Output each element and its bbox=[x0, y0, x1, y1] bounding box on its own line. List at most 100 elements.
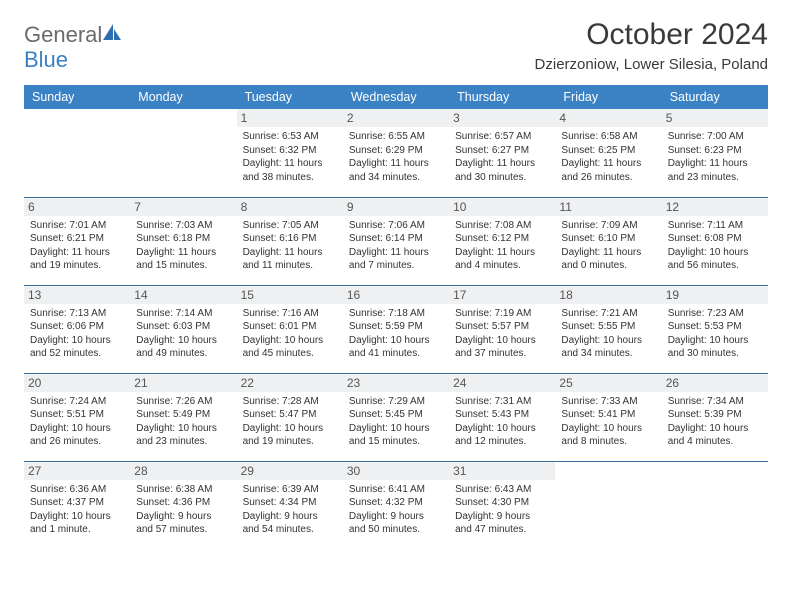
day-detail-line: Sunrise: 6:43 AM bbox=[455, 483, 549, 497]
day-detail-line: Daylight: 10 hours and 30 minutes. bbox=[668, 334, 762, 361]
day-details: Sunrise: 6:53 AMSunset: 6:32 PMDaylight:… bbox=[243, 130, 337, 184]
day-detail-line: Sunrise: 7:23 AM bbox=[668, 307, 762, 321]
day-number: 17 bbox=[449, 286, 555, 304]
weekday-header: Thursday bbox=[449, 85, 555, 109]
day-details: Sunrise: 7:18 AMSunset: 5:59 PMDaylight:… bbox=[349, 307, 443, 361]
day-detail-line: Sunrise: 7:18 AM bbox=[349, 307, 443, 321]
calendar-day-cell bbox=[24, 109, 130, 197]
calendar-day-cell: 15Sunrise: 7:16 AMSunset: 6:01 PMDayligh… bbox=[237, 285, 343, 373]
calendar-day-cell: 3Sunrise: 6:57 AMSunset: 6:27 PMDaylight… bbox=[449, 109, 555, 197]
calendar-week-row: 13Sunrise: 7:13 AMSunset: 6:06 PMDayligh… bbox=[24, 285, 768, 373]
day-detail-line: Sunset: 5:49 PM bbox=[136, 408, 230, 422]
calendar-page: General Blue October 2024 Dzierzoniow, L… bbox=[0, 0, 792, 567]
weekday-header: Friday bbox=[555, 85, 661, 109]
day-detail-line: Sunset: 6:01 PM bbox=[243, 320, 337, 334]
day-detail-line: Daylight: 11 hours and 38 minutes. bbox=[243, 157, 337, 184]
calendar-day-cell: 16Sunrise: 7:18 AMSunset: 5:59 PMDayligh… bbox=[343, 285, 449, 373]
calendar-header-row: Sunday Monday Tuesday Wednesday Thursday… bbox=[24, 85, 768, 109]
day-detail-line: Daylight: 10 hours and 49 minutes. bbox=[136, 334, 230, 361]
day-number: 15 bbox=[237, 286, 343, 304]
month-title: October 2024 bbox=[535, 18, 768, 52]
day-number: 21 bbox=[130, 374, 236, 392]
day-detail-line: Daylight: 10 hours and 4 minutes. bbox=[668, 422, 762, 449]
day-detail-line: Daylight: 11 hours and 23 minutes. bbox=[668, 157, 762, 184]
calendar-day-cell bbox=[130, 109, 236, 197]
day-number: 29 bbox=[237, 462, 343, 480]
day-detail-line: Sunrise: 7:33 AM bbox=[561, 395, 655, 409]
day-number: 3 bbox=[449, 109, 555, 127]
day-number: 23 bbox=[343, 374, 449, 392]
calendar-day-cell: 20Sunrise: 7:24 AMSunset: 5:51 PMDayligh… bbox=[24, 373, 130, 461]
location-text: Dzierzoniow, Lower Silesia, Poland bbox=[535, 56, 768, 73]
day-detail-line: Sunset: 5:55 PM bbox=[561, 320, 655, 334]
calendar-day-cell: 13Sunrise: 7:13 AMSunset: 6:06 PMDayligh… bbox=[24, 285, 130, 373]
calendar-day-cell: 19Sunrise: 7:23 AMSunset: 5:53 PMDayligh… bbox=[662, 285, 768, 373]
day-detail-line: Daylight: 9 hours and 54 minutes. bbox=[243, 510, 337, 537]
weekday-header: Saturday bbox=[662, 85, 768, 109]
day-details: Sunrise: 7:24 AMSunset: 5:51 PMDaylight:… bbox=[30, 395, 124, 449]
calendar-day-cell: 9Sunrise: 7:06 AMSunset: 6:14 PMDaylight… bbox=[343, 197, 449, 285]
day-detail-line: Sunrise: 7:01 AM bbox=[30, 219, 124, 233]
day-detail-line: Sunrise: 7:11 AM bbox=[668, 219, 762, 233]
day-detail-line: Daylight: 11 hours and 19 minutes. bbox=[30, 246, 124, 273]
day-detail-line: Sunset: 5:59 PM bbox=[349, 320, 443, 334]
calendar-day-cell: 21Sunrise: 7:26 AMSunset: 5:49 PMDayligh… bbox=[130, 373, 236, 461]
day-detail-line: Sunset: 5:41 PM bbox=[561, 408, 655, 422]
day-detail-line: Sunset: 6:06 PM bbox=[30, 320, 124, 334]
day-detail-line: Sunset: 4:34 PM bbox=[243, 496, 337, 510]
day-detail-line: Sunset: 6:10 PM bbox=[561, 232, 655, 246]
calendar-day-cell: 11Sunrise: 7:09 AMSunset: 6:10 PMDayligh… bbox=[555, 197, 661, 285]
day-number: 25 bbox=[555, 374, 661, 392]
day-details: Sunrise: 7:01 AMSunset: 6:21 PMDaylight:… bbox=[30, 219, 124, 273]
day-detail-line: Sunset: 4:36 PM bbox=[136, 496, 230, 510]
calendar-day-cell: 6Sunrise: 7:01 AMSunset: 6:21 PMDaylight… bbox=[24, 197, 130, 285]
day-detail-line: Sunrise: 7:00 AM bbox=[668, 130, 762, 144]
calendar-day-cell bbox=[662, 461, 768, 549]
day-number: 8 bbox=[237, 198, 343, 216]
day-detail-line: Sunset: 5:39 PM bbox=[668, 408, 762, 422]
day-detail-line: Sunrise: 6:55 AM bbox=[349, 130, 443, 144]
day-number: 27 bbox=[24, 462, 130, 480]
calendar-day-cell bbox=[555, 461, 661, 549]
day-number: 31 bbox=[449, 462, 555, 480]
day-details: Sunrise: 7:03 AMSunset: 6:18 PMDaylight:… bbox=[136, 219, 230, 273]
day-detail-line: Daylight: 11 hours and 7 minutes. bbox=[349, 246, 443, 273]
calendar-day-cell: 5Sunrise: 7:00 AMSunset: 6:23 PMDaylight… bbox=[662, 109, 768, 197]
calendar-day-cell: 26Sunrise: 7:34 AMSunset: 5:39 PMDayligh… bbox=[662, 373, 768, 461]
day-details: Sunrise: 6:41 AMSunset: 4:32 PMDaylight:… bbox=[349, 483, 443, 537]
day-detail-line: Daylight: 10 hours and 34 minutes. bbox=[561, 334, 655, 361]
day-detail-line: Sunset: 5:45 PM bbox=[349, 408, 443, 422]
day-details: Sunrise: 7:13 AMSunset: 6:06 PMDaylight:… bbox=[30, 307, 124, 361]
day-number: 7 bbox=[130, 198, 236, 216]
day-detail-line: Sunrise: 6:39 AM bbox=[243, 483, 337, 497]
day-detail-line: Daylight: 11 hours and 34 minutes. bbox=[349, 157, 443, 184]
day-details: Sunrise: 7:06 AMSunset: 6:14 PMDaylight:… bbox=[349, 219, 443, 273]
day-detail-line: Sunrise: 6:38 AM bbox=[136, 483, 230, 497]
day-details: Sunrise: 7:21 AMSunset: 5:55 PMDaylight:… bbox=[561, 307, 655, 361]
day-detail-line: Daylight: 9 hours and 50 minutes. bbox=[349, 510, 443, 537]
page-header: General Blue October 2024 Dzierzoniow, L… bbox=[24, 18, 768, 73]
calendar-day-cell: 7 Sunrise: 7:03 AMSunset: 6:18 PMDaylight… bbox=[130, 197, 236, 285]
day-detail-line: Sunset: 6:29 PM bbox=[349, 144, 443, 158]
day-detail-line: Sunrise: 7:24 AM bbox=[30, 395, 124, 409]
day-detail-line: Daylight: 10 hours and 37 minutes. bbox=[455, 334, 549, 361]
day-detail-line: Sunrise: 7:28 AM bbox=[243, 395, 337, 409]
day-details: Sunrise: 7:29 AMSunset: 5:45 PMDaylight:… bbox=[349, 395, 443, 449]
day-detail-line: Sunset: 6:03 PM bbox=[136, 320, 230, 334]
day-detail-line: Sunrise: 7:19 AM bbox=[455, 307, 549, 321]
day-number: 26 bbox=[662, 374, 768, 392]
calendar-day-cell: 24Sunrise: 7:31 AMSunset: 5:43 PMDayligh… bbox=[449, 373, 555, 461]
weekday-header: Monday bbox=[130, 85, 236, 109]
calendar-day-cell: 22Sunrise: 7:28 AMSunset: 5:47 PMDayligh… bbox=[237, 373, 343, 461]
day-detail-line: Sunrise: 7:13 AM bbox=[30, 307, 124, 321]
day-detail-line: Sunrise: 6:36 AM bbox=[30, 483, 124, 497]
calendar-day-cell: 4Sunrise: 6:58 AMSunset: 6:25 PMDaylight… bbox=[555, 109, 661, 197]
calendar-day-cell: 8 Sunrise: 7:05 AMSunset: 6:16 PMDaylight… bbox=[237, 197, 343, 285]
calendar-day-cell: 25Sunrise: 7:33 AMSunset: 5:41 PMDayligh… bbox=[555, 373, 661, 461]
calendar-day-cell: 28Sunrise: 6:38 AMSunset: 4:36 PMDayligh… bbox=[130, 461, 236, 549]
day-detail-line: Sunset: 6:23 PM bbox=[668, 144, 762, 158]
day-details: Sunrise: 7:31 AMSunset: 5:43 PMDaylight:… bbox=[455, 395, 549, 449]
calendar-day-cell: 12Sunrise: 7:11 AMSunset: 6:08 PMDayligh… bbox=[662, 197, 768, 285]
calendar-week-row: 6Sunrise: 7:01 AMSunset: 6:21 PMDaylight… bbox=[24, 197, 768, 285]
day-details: Sunrise: 7:05 AMSunset: 6:16 PMDaylight:… bbox=[243, 219, 337, 273]
